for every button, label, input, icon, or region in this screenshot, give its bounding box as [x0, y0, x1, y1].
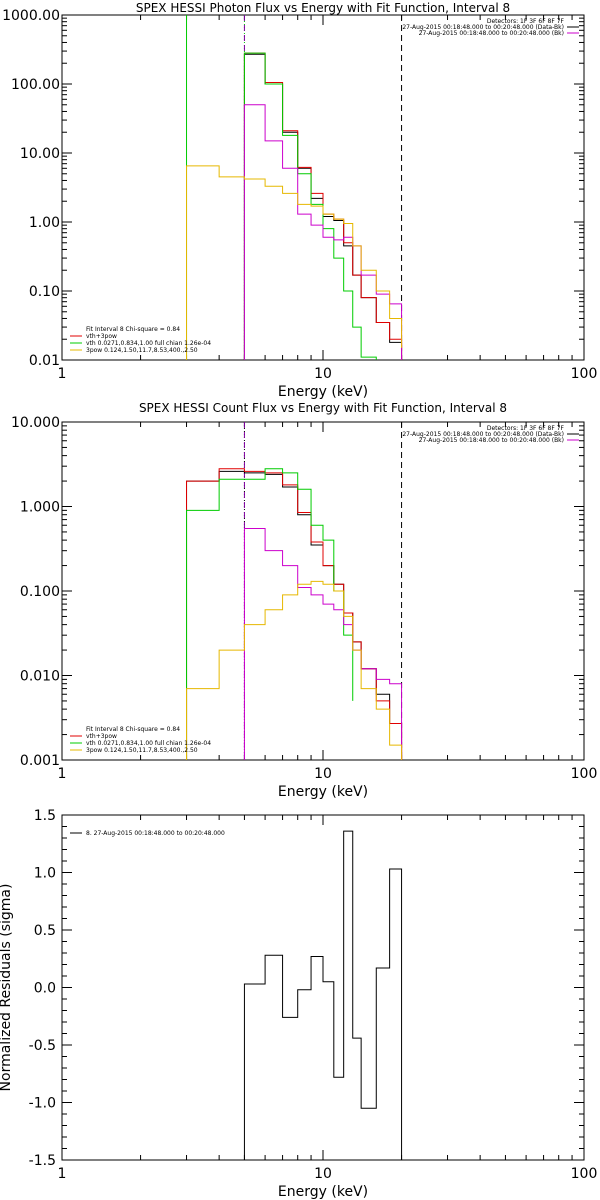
- y-tick-label: 1.00: [29, 215, 60, 231]
- y-tick-label: 10.00: [20, 146, 60, 162]
- legend-entry-text: 27-Aug-2015 00:18:48.000 to 00:20:48.000…: [402, 24, 564, 31]
- x-axis-title: Energy (keV): [278, 1184, 368, 1200]
- plot-area: [186, 422, 403, 760]
- legend-entry-text: vth+3pow: [86, 733, 117, 740]
- series-green-line: [243, 52, 377, 360]
- chart-title: SPEX HESSI Photon Flux vs Energy with Fi…: [136, 1, 510, 15]
- legend-entry-text: Detectors: 1F 3F 6F 8F 7F: [487, 18, 565, 25]
- series-yellow-line: [186, 580, 403, 760]
- y-tick-label: 10.000: [11, 415, 60, 431]
- y-tick-label: 0.5: [34, 923, 56, 939]
- series-magenta-line: [243, 104, 403, 360]
- legend-entry-text: Detectors: 1F 3F 6F 8F 7F: [487, 425, 565, 432]
- y-tick-label: 0.01: [29, 353, 60, 369]
- plot-area: [243, 830, 403, 1160]
- x-tick-label: 10: [314, 766, 332, 782]
- series-black-line: [243, 830, 403, 1160]
- x-tick-label: 100: [571, 1166, 598, 1182]
- x-tick-label: 100: [571, 366, 598, 382]
- legend-entry-text: 8. 27-Aug-2015 00:18:48.000 to 00:20:48.…: [86, 830, 225, 837]
- series-magenta-line: [243, 527, 403, 760]
- series-green-line: [186, 468, 354, 760]
- legend-entry-text: vth+3pow: [86, 333, 117, 340]
- series-yellow-line: [186, 165, 403, 360]
- legend-entry-text: 27-Aug-2015 00:18:48.000 to 00:20:48.000…: [402, 431, 564, 438]
- y-tick-label: 1.0: [34, 866, 56, 882]
- x-tick-label: 100: [571, 766, 598, 782]
- legend-entry-text: 3pow 0.124,1.50,11.7,8.53,400.,2.50: [86, 347, 198, 354]
- y-tick-label: 0.100: [20, 584, 60, 600]
- y-tick-label: 0.010: [20, 669, 60, 685]
- plot-frame: [61, 14, 585, 361]
- legend-entry-text: 27-Aug-2015 00:18:48.000 to 00:20:48.000…: [419, 437, 564, 444]
- y-tick-label: -1.5: [29, 1153, 56, 1169]
- y-axis-title: Normalized Residuals (sigma): [0, 884, 14, 1092]
- chart-panel-1: SPEX HESSI Photon Flux vs Energy with Fi…: [2, 1, 598, 400]
- y-tick-label: 0.0: [34, 981, 56, 997]
- x-axis-title: Energy (keV): [278, 784, 368, 800]
- legend-entry-text: 27-Aug-2015 00:18:48.000 to 00:20:48.000…: [419, 30, 564, 37]
- y-tick-label: 0.001: [20, 753, 60, 769]
- legend-entry-text: vth 0.0271,0.834,1.00 full chian 1.26e-0…: [86, 340, 211, 347]
- x-tick-label: 1: [58, 366, 67, 382]
- legend-entry-text: vth 0.0271,0.834,1.00 full chian 1.26e-0…: [86, 740, 211, 747]
- y-tick-label: 1.5: [34, 808, 56, 824]
- legend-entry-text: Fit Interval 8 Chi-square = 0.84: [86, 326, 180, 333]
- y-tick-label: -0.5: [29, 1038, 56, 1054]
- chart-panel-3: 1 10 100 Energy (keV) 1.5 1.0 0.5 0.0 -0.5 -1.0 -1…: [0, 808, 597, 1200]
- chart-title: SPEX HESSI Count Flux vs Energy with Fit…: [139, 401, 507, 415]
- x-axis-title: Energy (keV): [278, 384, 368, 400]
- y-tick-label: -1.0: [29, 1096, 56, 1112]
- legend-entry-text: 3pow 0.124,1.50,11.7,8.53,400.,2.50: [86, 747, 198, 754]
- x-tick-label: 1: [58, 766, 67, 782]
- series-black-line: [186, 470, 403, 760]
- y-tick-label: 1000.00: [2, 8, 60, 24]
- series-red-line: [186, 468, 403, 760]
- y-tick-label: 1.000: [20, 500, 60, 516]
- y-tick-label: 0.10: [29, 284, 60, 300]
- y-tick-label: 100.00: [11, 77, 60, 93]
- x-tick-label: 10: [314, 366, 332, 382]
- legend-entry-text: Fit Interval 8 Chi-square = 0.84: [86, 726, 180, 733]
- chart-panel-2: SPEX HESSI Count Flux vs Energy with Fit…: [11, 401, 597, 800]
- x-tick-label: 1: [58, 1166, 67, 1182]
- plot-frame: [61, 421, 585, 761]
- plot-area: [186, 15, 403, 360]
- plot-frame: [61, 814, 585, 1161]
- x-tick-label: 10: [314, 1166, 332, 1182]
